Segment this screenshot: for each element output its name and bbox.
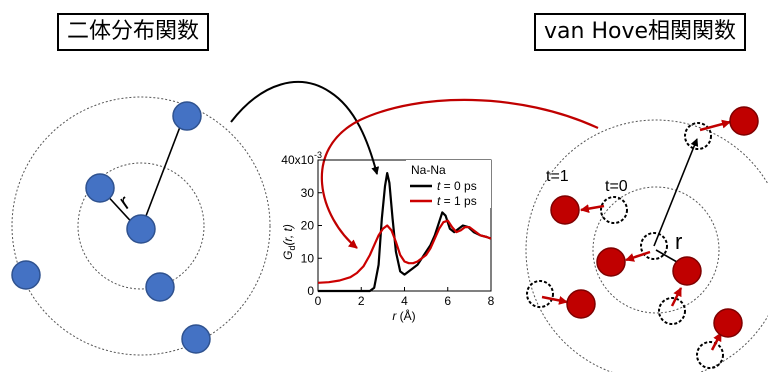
connector-curve-van-hove: [320, 98, 599, 249]
particle: [85, 173, 115, 203]
outer-shell-circle: [525, 119, 768, 372]
distance-label-r: r: [114, 189, 134, 214]
past-position-marker: [696, 341, 724, 369]
reference-particle: [126, 214, 156, 244]
displacement-arrow: [580, 204, 605, 214]
x-tick-label: 4: [401, 294, 408, 308]
outer-shell-circle: [11, 96, 271, 356]
distance-arrow-outer: [139, 118, 185, 230]
legend-entry-t1: t = 1 ps: [437, 194, 477, 208]
displacement-arrow: [710, 332, 723, 351]
particle-current: [729, 106, 759, 136]
label-t0: t=0: [605, 178, 628, 195]
particle: [172, 101, 202, 131]
y-tick-label: 30: [301, 186, 315, 200]
y-tick-label: 0: [307, 284, 314, 298]
distance-arrow-outer: [653, 138, 699, 247]
past-position-marker: [658, 297, 686, 325]
particle-current: [713, 308, 743, 338]
chart-legend: Na-Na t = 0 ps t = 1 ps: [406, 160, 491, 208]
label-t1: t=1: [546, 168, 569, 185]
gd-chart: 0 2 4 6 8 0 10 20 30 40x10-3 Gd(r, t) r (Å) Na-N…: [281, 150, 495, 323]
x-tick-label: 6: [444, 294, 451, 308]
y-tick-label: 10: [301, 251, 315, 265]
particle-current: [566, 289, 596, 319]
x-tick-label: 8: [488, 294, 495, 308]
legend-title: Na-Na: [411, 163, 446, 177]
left-diagram: r: [11, 96, 271, 356]
particle-current: [596, 247, 626, 277]
distance-label-r: r: [675, 229, 682, 254]
title-van-hove-correlation-function: van Hove相関関数: [534, 13, 746, 51]
displacement-arrow: [625, 250, 651, 262]
series-line-t-1-ps: [317, 219, 492, 284]
y-axis-top-label: 40x10-3: [281, 150, 322, 167]
particle: [11, 260, 41, 290]
x-tick-label: 0: [315, 294, 322, 308]
y-tick-label: 20: [301, 219, 315, 233]
particle: [145, 272, 175, 302]
inner-shell-circle: [592, 186, 720, 314]
legend-entry-t0: t = 0 ps: [437, 179, 477, 193]
displacement-arrow: [699, 119, 731, 132]
displacement-arrow: [541, 295, 568, 305]
particle: [181, 324, 211, 354]
past-position-marker: [684, 122, 712, 150]
particle-current: [672, 256, 702, 286]
past-position-marker: [600, 196, 628, 224]
connector-curve-pair-distribution: [230, 81, 380, 175]
particle-current: [550, 195, 580, 225]
right-diagram: t=1 t=0 r: [525, 106, 768, 372]
title-pair-distribution-function: 二体分布関数: [57, 13, 210, 51]
past-position-marker: [526, 280, 554, 308]
x-tick-label: 2: [358, 294, 365, 308]
y-axis-label: Gd(r, t): [281, 224, 297, 260]
displacement-arrow: [670, 287, 683, 307]
past-position-marker: [640, 232, 668, 260]
x-axis-label: r (Å): [392, 308, 415, 323]
